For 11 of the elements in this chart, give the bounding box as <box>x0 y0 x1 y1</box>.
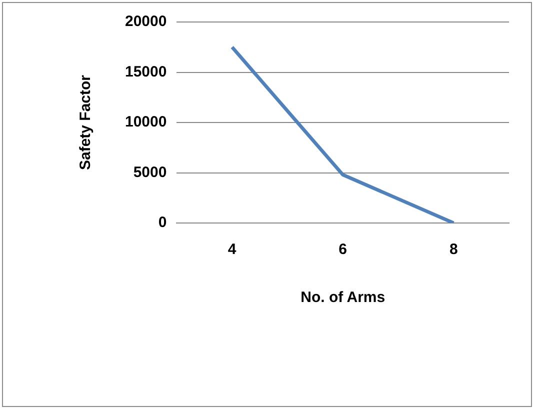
y-tick-label: 10000 <box>124 114 167 131</box>
y-axis-title: Safety Factor <box>77 74 94 170</box>
chart-frame: No. of Arms Safety Factor 4 6 8 0 5000 10000 15000 20000 <box>2 2 532 407</box>
y-tick-label: 15000 <box>124 63 167 80</box>
y-tick-label: 5000 <box>133 164 167 181</box>
x-tick-label: 4 <box>228 241 237 258</box>
y-tick-label: 0 <box>158 214 167 232</box>
x-tick-label: 6 <box>338 241 348 258</box>
x-tick-label: 8 <box>449 241 458 258</box>
y-tick-label: 20000 <box>124 13 167 30</box>
x-axis-title: No. of Arms <box>300 289 386 306</box>
